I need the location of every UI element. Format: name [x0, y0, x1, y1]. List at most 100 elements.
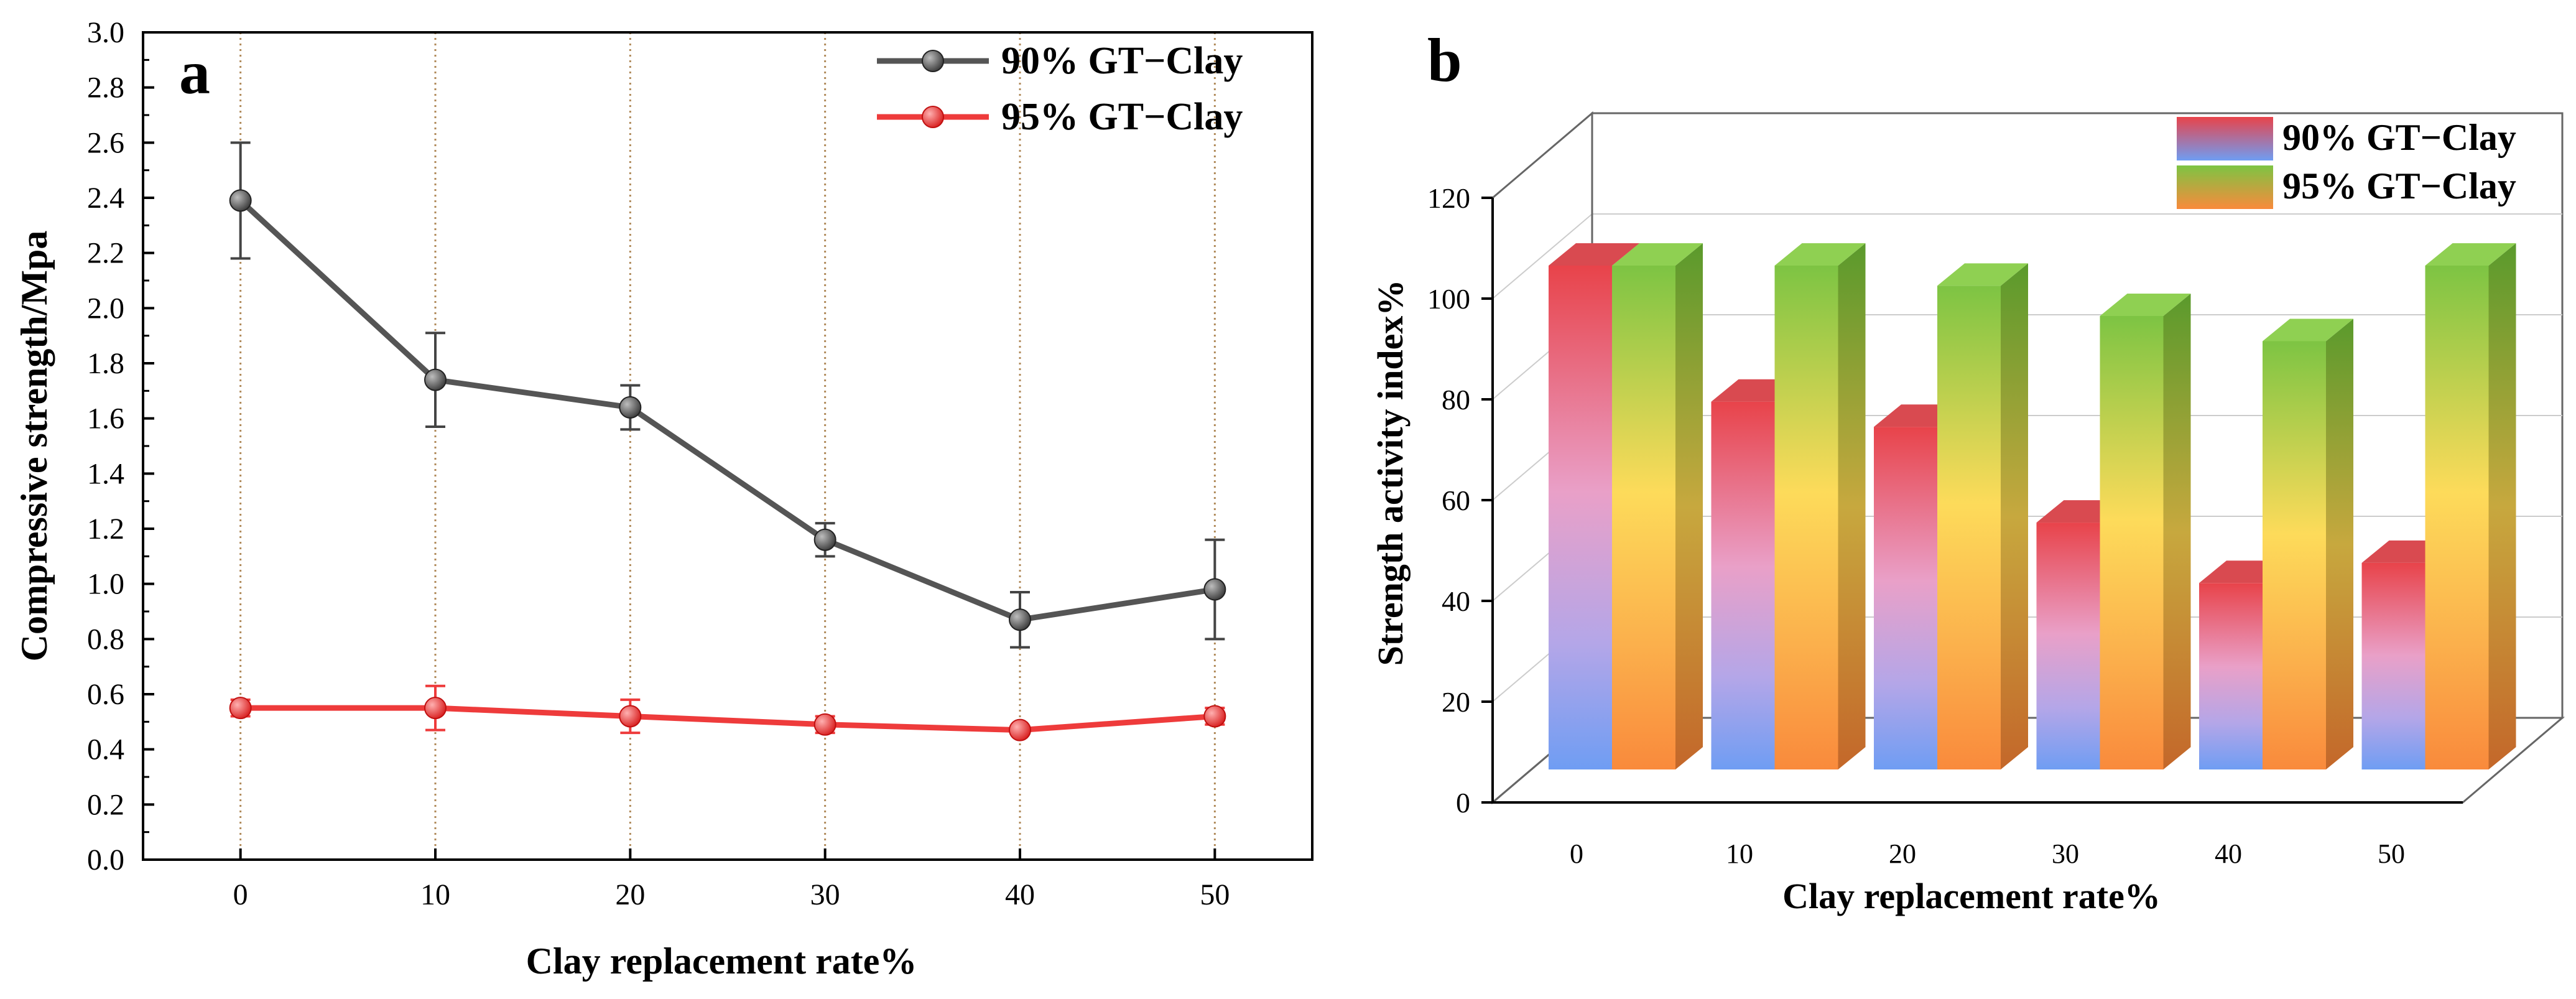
x-tick-label: 40	[1005, 878, 1035, 911]
bar-front	[1874, 427, 1937, 769]
data-point	[1203, 705, 1226, 728]
x-tick-label: 10	[1726, 839, 1753, 869]
legend-marker	[922, 106, 944, 128]
x-tick-label: 30	[810, 878, 840, 911]
legend-label: 95% GT−Clay	[1001, 96, 1243, 138]
bar-top	[2425, 243, 2516, 266]
data-point	[619, 705, 642, 728]
y-tick-label: 2.6	[87, 126, 124, 159]
bar-95-clay-40	[2263, 318, 2353, 769]
data-point	[424, 697, 447, 720]
y-tick-label: 1.4	[87, 457, 124, 490]
data-point	[1203, 578, 1226, 601]
data-point	[1009, 608, 1031, 631]
legend-label: 90% GT−Clay	[1001, 40, 1243, 82]
bar-95-clay-0	[1612, 243, 1703, 769]
y-tick-label: 80	[1442, 384, 1470, 416]
y-tick-label: 1.2	[87, 513, 124, 546]
y-tick-label: 40	[1442, 585, 1470, 617]
bar-top	[1612, 243, 1703, 266]
bar-top	[1549, 243, 1639, 266]
bar-95-clay-30	[2100, 294, 2191, 769]
x-tick-label: 10	[420, 878, 450, 911]
legend-marker	[922, 50, 944, 72]
bar-side	[2001, 263, 2028, 769]
x-tick-label: 0	[1570, 839, 1583, 869]
x-tick-label: 0	[233, 878, 248, 911]
y-tick-label: 2.0	[87, 292, 124, 325]
y-tick-label: 120	[1427, 182, 1470, 214]
bar-front	[1711, 401, 1775, 769]
bar-top	[2263, 318, 2353, 342]
bar-side	[2163, 294, 2191, 769]
bar-front	[2036, 523, 2100, 769]
y-tick-label: 0.2	[87, 788, 124, 821]
panel-label-b: b	[1427, 26, 1462, 95]
y-tick-label: 2.2	[87, 237, 124, 270]
data-point	[229, 189, 252, 212]
legend-swatch	[2177, 117, 2273, 160]
bar-top	[1937, 263, 2028, 286]
bar-top	[1774, 243, 1866, 266]
y-tick-label: 0	[1456, 787, 1470, 819]
y-tick-label: 3.0	[87, 16, 124, 49]
x-tick-label: 30	[2052, 839, 2079, 869]
legend-swatch	[2177, 165, 2273, 209]
y-tick-label: 1.0	[87, 568, 124, 601]
series-90-gt-clay	[229, 141, 1226, 649]
bar-front	[1549, 266, 1612, 769]
y-tick-label: 60	[1442, 485, 1470, 516]
legend-b: 90% GT−Clay 95% GT−Clay	[2177, 117, 2516, 209]
data-point	[424, 368, 447, 391]
bar-95-clay-20	[1937, 263, 2028, 769]
y-axis-title: Strength activity index%	[1370, 280, 1411, 666]
y-axis-title: Compressive strength/Mpa	[14, 231, 55, 662]
series-line	[238, 198, 1216, 623]
legend-a: 90% GT−Clay 95% GT−Clay	[877, 40, 1243, 138]
x-tick-label: 50	[1200, 878, 1230, 911]
y-tick-label: 100	[1427, 283, 1470, 315]
y-tick-label: 1.6	[87, 402, 124, 435]
x-tick-label: 40	[2215, 839, 2242, 869]
bar-front	[2361, 562, 2425, 769]
x-axis-title: Clay replacement rate%	[526, 941, 917, 982]
y-tick-label: 0.0	[87, 843, 124, 876]
panel-a-line-chart: 0.0 0.2 0.4 0.6 0.8 1.0 1.2 1.4 1.6 1.8 2.0 2.2 2.4 2…	[14, 16, 1313, 982]
y-tick-label: 0.4	[87, 733, 124, 766]
legend-label: 95% GT−Clay	[2282, 165, 2516, 207]
bar-front	[1774, 266, 1838, 769]
panel-label-a: a	[179, 38, 210, 107]
bar-front	[2425, 266, 2489, 769]
side-gridline	[1492, 213, 1593, 299]
bar-front	[1937, 286, 2001, 769]
data-point	[813, 528, 836, 551]
data-point	[229, 697, 252, 720]
series-line	[240, 705, 1215, 733]
data-point	[1009, 718, 1031, 741]
y-tick-label: 2.8	[87, 72, 124, 105]
bar-front	[1612, 266, 1675, 769]
x-tick-label: 20	[1889, 839, 1916, 869]
bar-front	[2100, 316, 2164, 769]
y-tick-label: 20	[1442, 686, 1470, 718]
bar-95-clay-10	[1774, 243, 1866, 769]
bar-side	[2326, 318, 2353, 769]
series-95-gt-clay	[229, 684, 1226, 741]
x-tick-label: 50	[2378, 839, 2405, 869]
data-point	[813, 713, 836, 736]
bar-side	[1675, 243, 1703, 769]
bar-top	[2100, 294, 2191, 316]
bar-front	[2263, 341, 2326, 769]
x-axis-title: Clay replacement rate%	[1782, 876, 2161, 916]
y-tick-label: 0.6	[87, 678, 124, 711]
y-tick-label: 2.4	[87, 182, 124, 215]
legend-label: 90% GT−Clay	[2282, 117, 2516, 158]
plot-frame	[142, 31, 1313, 861]
bar-front	[2199, 583, 2263, 769]
panel-b-3d-bar-chart: 0 20 40 60 80 100 120 0 10 20 30 40 50 Clay replaceme…	[1370, 26, 2565, 916]
data-point	[619, 396, 642, 419]
bar-side	[1838, 243, 1866, 769]
bar-95-clay-50	[2425, 243, 2516, 769]
y-tick-label: 0.8	[87, 623, 124, 656]
